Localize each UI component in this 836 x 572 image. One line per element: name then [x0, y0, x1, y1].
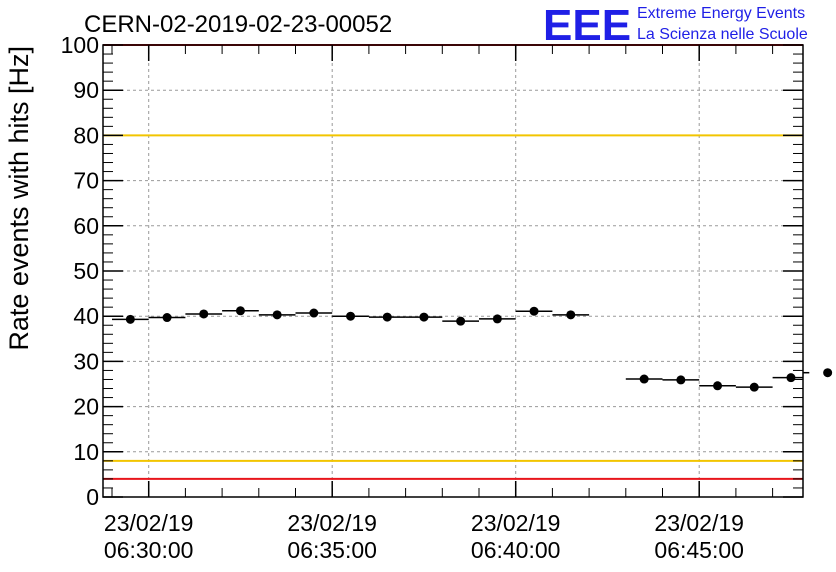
- data-point: [309, 308, 319, 318]
- data-point: [419, 312, 429, 322]
- data-point: [676, 375, 686, 385]
- data-point: [529, 306, 539, 316]
- y-tick-label: 60: [73, 213, 99, 239]
- reference-lines: [103, 44, 803, 480]
- x-tick-label-time: 06:30:00: [104, 537, 194, 563]
- data-point: [456, 316, 466, 326]
- data-point: [199, 309, 209, 319]
- y-tick-label: 0: [86, 484, 99, 510]
- y-axis-title: Rate events with hits [Hz]: [4, 46, 34, 351]
- data-series: [112, 306, 833, 392]
- grid: [103, 45, 803, 497]
- y-tick-label: 50: [73, 258, 99, 284]
- data-point: [382, 312, 392, 322]
- y-tick-label: 70: [73, 168, 99, 194]
- x-tick-label-time: 06:40:00: [471, 537, 561, 563]
- logo-letters: EEE: [543, 1, 631, 50]
- data-point: [235, 306, 245, 316]
- chart-title: CERN-02-2019-02-23-00052: [84, 11, 392, 38]
- data-point: [346, 311, 356, 321]
- x-tick-label-date: 23/02/19: [471, 510, 561, 536]
- y-tick-label: 10: [73, 439, 99, 465]
- x-tick-label-date: 23/02/19: [287, 510, 377, 536]
- data-point: [713, 381, 723, 391]
- y-tick-label: 30: [73, 348, 99, 374]
- y-tick-label: 80: [73, 122, 99, 148]
- data-point: [639, 374, 649, 384]
- x-axis: 23/02/1906:30:0023/02/1906:35:0023/02/19…: [104, 45, 774, 563]
- data-point: [566, 310, 576, 320]
- eee-logo: EEE Extreme Energy Events La Scienza nel…: [543, 1, 808, 50]
- y-tick-label: 90: [73, 77, 99, 103]
- data-point: [749, 382, 759, 392]
- data-point: [492, 314, 502, 324]
- data-point: [272, 310, 282, 320]
- y-tick-label: 100: [61, 32, 99, 58]
- y-axis: 0 10 20 30 40 50 60 70 80 90 100: [61, 32, 803, 510]
- x-tick-label-date: 23/02/19: [654, 510, 744, 536]
- x-tick-label-time: 06:45:00: [654, 537, 744, 563]
- x-tick-label-time: 06:35:00: [287, 537, 377, 563]
- logo-line-2: La Scienza nelle Scuole: [637, 26, 808, 43]
- y-tick-label: 40: [73, 303, 99, 329]
- data-point: [786, 373, 796, 383]
- y-tick-label: 20: [73, 394, 99, 420]
- logo-line-1: Extreme Energy Events: [637, 5, 805, 22]
- data-point: [125, 314, 135, 324]
- data-point: [162, 313, 172, 323]
- data-point: [823, 368, 833, 378]
- x-tick-label-date: 23/02/19: [104, 510, 194, 536]
